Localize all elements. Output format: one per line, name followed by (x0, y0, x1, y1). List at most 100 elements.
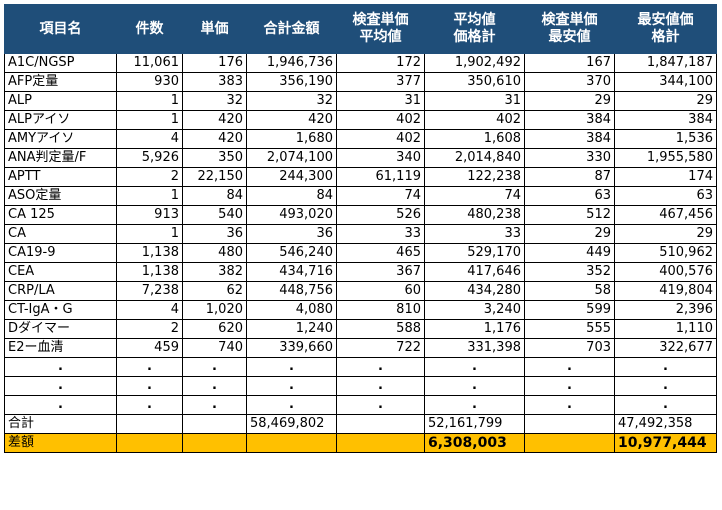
difference-min: 10,977,444 (614, 433, 717, 453)
cell-total-amount: 493,020 (246, 205, 337, 225)
ellipsis-dot: . (4, 357, 117, 377)
ellipsis-dot: . (246, 395, 337, 415)
cell-min-price-total: 467,456 (614, 205, 717, 225)
ellipsis-dot: . (336, 395, 425, 415)
cell-unit-price: 1,020 (182, 300, 247, 320)
cell-avg-unit-price: 340 (336, 148, 425, 168)
cell-count: 11,061 (116, 53, 183, 73)
cell-avg-unit-price: 31 (336, 91, 425, 111)
cell-count: 4 (116, 129, 183, 149)
cell-item-name: APTT (4, 167, 117, 187)
cell-min-price-total: 29 (614, 91, 717, 111)
ellipsis-dot: . (424, 376, 525, 396)
cell-unit-price: 36 (182, 224, 247, 244)
table-row: APTT 2 22,150 244,300 61,119 122,238 87 174 (4, 167, 717, 187)
cell-item-name: AFP定量 (4, 72, 117, 92)
cell-total-amount: 32 (246, 91, 337, 111)
cell-min-price-total: 1,110 (614, 319, 717, 339)
cell-unit-price: 420 (182, 129, 247, 149)
cell-avg-price-total: 31 (424, 91, 525, 111)
cell-item-name: Dダイマー (4, 319, 117, 339)
header-count: 件数 (116, 4, 183, 54)
cell-min-unit-price: 555 (524, 319, 615, 339)
total-avg-price: 52,161,799 (424, 414, 525, 434)
cell-item-name: CT-IgA・G (4, 300, 117, 320)
cell-count: 930 (116, 72, 183, 92)
cell-unit-price: 176 (182, 53, 247, 73)
cell (116, 414, 183, 434)
cell-avg-unit-price: 61,119 (336, 167, 425, 187)
cell-unit-price: 350 (182, 148, 247, 168)
cell-count: 2 (116, 167, 183, 187)
cell-min-unit-price: 330 (524, 148, 615, 168)
header-total-amount: 合計金額 (246, 4, 337, 54)
ellipsis-dot: . (4, 376, 117, 396)
cell-total-amount: 4,080 (246, 300, 337, 320)
cell-item-name: ALPアイソ (4, 110, 117, 130)
table-row: ASO定量 1 84 84 74 74 63 63 (4, 186, 717, 206)
cell-count: 459 (116, 338, 183, 358)
cell-avg-unit-price: 588 (336, 319, 425, 339)
cell-min-unit-price: 167 (524, 53, 615, 73)
cell-count: 5,926 (116, 148, 183, 168)
cell-item-name: CA19-9 (4, 243, 117, 263)
ellipsis-dot: . (336, 357, 425, 377)
cell-min-price-total: 29 (614, 224, 717, 244)
cell-count: 913 (116, 205, 183, 225)
ellipsis-dot: . (116, 395, 183, 415)
cell-avg-price-total: 402 (424, 110, 525, 130)
cell-min-unit-price: 703 (524, 338, 615, 358)
table-row: CT-IgA・G 4 1,020 4,080 810 3,240 599 2,396 (4, 300, 717, 320)
cell (336, 433, 425, 453)
ellipsis-row: ........ (4, 357, 717, 377)
ellipsis-row: ........ (4, 376, 717, 396)
cell-min-unit-price: 384 (524, 110, 615, 130)
cell-min-price-total: 1,536 (614, 129, 717, 149)
cell-count: 1,138 (116, 262, 183, 282)
cell-unit-price: 84 (182, 186, 247, 206)
cell-item-name: CA (4, 224, 117, 244)
cell-count: 7,238 (116, 281, 183, 301)
cell-min-price-total: 2,396 (614, 300, 717, 320)
ellipsis-dot: . (182, 357, 247, 377)
ellipsis-dot: . (424, 395, 525, 415)
cell (116, 433, 183, 453)
cell-item-name: ALP (4, 91, 117, 111)
cell-avg-price-total: 74 (424, 186, 525, 206)
ellipsis-dot: . (116, 376, 183, 396)
header-min-unit-price: 検査単価 最安値 (524, 4, 615, 54)
cell-min-price-total: 1,847,187 (614, 53, 717, 73)
cell-min-price-total: 174 (614, 167, 717, 187)
price-comparison-table: 項目名 件数 単価 合計金額 検査単価 平均値 平均値 価格計 検査単価 最安値 最安… (4, 4, 717, 453)
cell-total-amount: 448,756 (246, 281, 337, 301)
table-row: AFP定量 930 383 356,190 377 350,610 370 344,100 (4, 72, 717, 92)
cell-avg-price-total: 434,280 (424, 281, 525, 301)
cell-avg-unit-price: 367 (336, 262, 425, 282)
cell (336, 414, 425, 434)
cell-min-unit-price: 352 (524, 262, 615, 282)
cell-min-unit-price: 599 (524, 300, 615, 320)
cell-item-name: CEA (4, 262, 117, 282)
cell-min-price-total: 344,100 (614, 72, 717, 92)
cell-total-amount: 1,946,736 (246, 53, 337, 73)
ellipsis-dot: . (116, 357, 183, 377)
cell (246, 433, 337, 453)
cell-avg-price-total: 480,238 (424, 205, 525, 225)
cell-unit-price: 740 (182, 338, 247, 358)
cell-count: 1 (116, 186, 183, 206)
table-row: E2ー血清 459 740 339,660 722 331,398 703 322,677 (4, 338, 717, 358)
table-row: A1C/NGSP 11,061 176 1,946,736 172 1,902,492 16… (4, 53, 717, 73)
table-row: AMYアイソ 4 420 1,680 402 1,608 384 1,536 (4, 129, 717, 149)
ellipsis-dot: . (614, 376, 717, 396)
ellipsis-dot: . (4, 395, 117, 415)
table-row: CA19-9 1,138 480 546,240 465 529,170 449 510,96… (4, 243, 717, 263)
total-min-price: 47,492,358 (614, 414, 717, 434)
cell-avg-price-total: 350,610 (424, 72, 525, 92)
cell-min-unit-price: 370 (524, 72, 615, 92)
cell (524, 433, 615, 453)
ellipsis-dot: . (182, 376, 247, 396)
cell-min-price-total: 322,677 (614, 338, 717, 358)
cell-count: 1,138 (116, 243, 183, 263)
cell-min-unit-price: 512 (524, 205, 615, 225)
table-row: ALPアイソ 1 420 420 402 402 384 384 (4, 110, 717, 130)
